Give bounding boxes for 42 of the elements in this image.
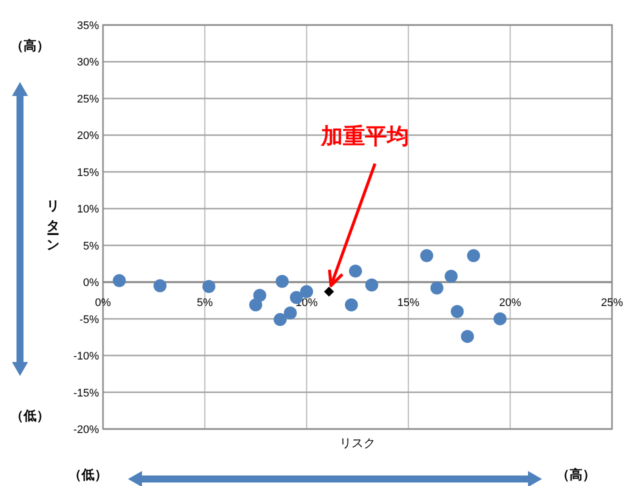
y-tick-label: -20% [73, 424, 100, 436]
point [274, 313, 287, 326]
y-tick-label: 0% [83, 277, 100, 290]
point [430, 281, 444, 294]
x-axis-title: リスク [340, 436, 376, 450]
annotation: 加重平均 [320, 124, 409, 149]
text: （高） [556, 467, 596, 482]
text: （高） [10, 38, 50, 53]
y-tick-label: 15% [76, 166, 100, 179]
x-tick-label: 5% [196, 297, 213, 310]
point [344, 298, 358, 312]
y-tick-label: 30% [76, 56, 100, 69]
y-tick-label: -10% [73, 350, 100, 363]
x-tick-label: 15% [397, 297, 420, 310]
text: （低） [10, 408, 50, 423]
x-tick-label: 20% [499, 297, 522, 310]
point [112, 274, 126, 288]
y-tick-label: 5% [83, 240, 100, 252]
point [300, 285, 314, 298]
point [450, 304, 464, 318]
point [444, 270, 458, 283]
point [460, 330, 474, 343]
x-tick-label: 0% [95, 297, 112, 310]
point [284, 306, 297, 320]
y-tick-label: 25% [76, 93, 100, 106]
y-axis-title: リターン [45, 190, 62, 250]
y-tick-label: 35% [76, 20, 100, 32]
y-tick-label: -15% [73, 387, 100, 400]
point [154, 279, 167, 292]
point [467, 249, 480, 262]
y-tick-label: -5% [79, 314, 100, 326]
point [348, 264, 362, 278]
y-tick-label: 20% [76, 130, 100, 142]
text: （低） [68, 467, 108, 482]
x-tick-label: 25% [600, 297, 624, 310]
point [420, 249, 434, 262]
point [365, 278, 378, 292]
point [494, 312, 507, 326]
point [276, 274, 289, 288]
point [249, 298, 262, 312]
y-tick-label: 10% [76, 204, 100, 216]
point [202, 280, 216, 293]
